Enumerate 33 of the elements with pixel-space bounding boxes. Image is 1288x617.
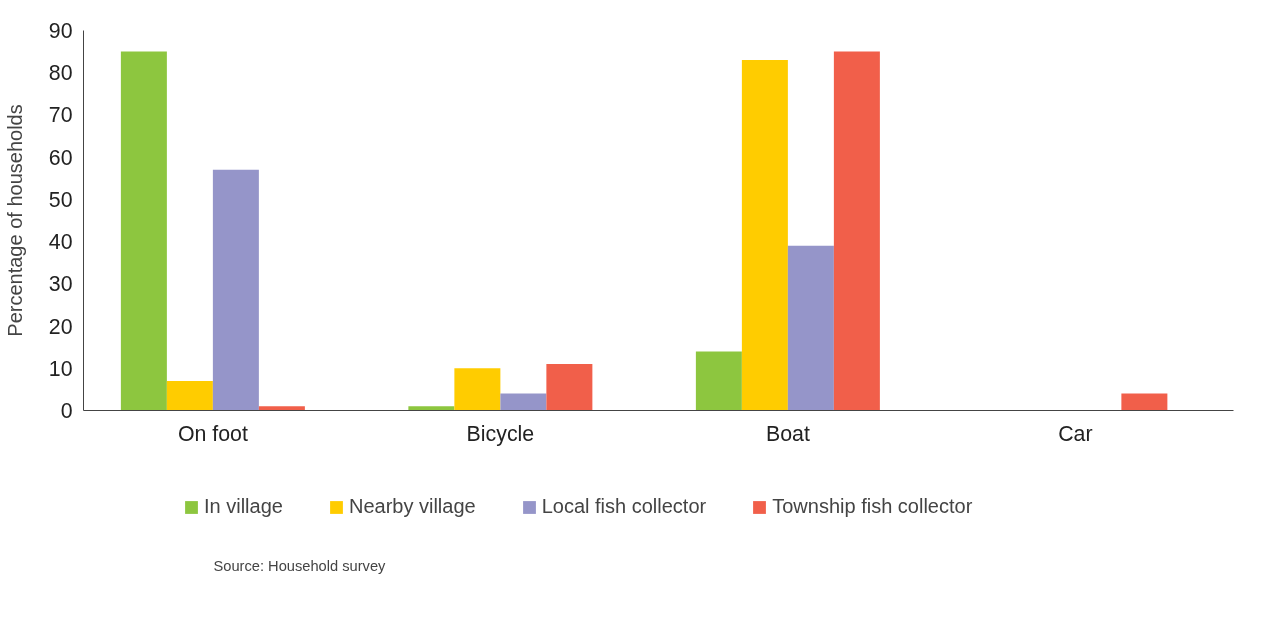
bar [258, 406, 305, 411]
x-tick-label: Car [1058, 421, 1093, 446]
bar [741, 60, 788, 411]
bar [454, 368, 501, 411]
legend-label: In village [204, 495, 283, 518]
y-tick-label: 20 [48, 314, 73, 339]
y-tick-label: 10 [48, 356, 73, 381]
bar [695, 351, 742, 411]
bar [546, 364, 593, 411]
bar [166, 380, 213, 411]
y-tick-label: 0 [60, 399, 73, 423]
bar [1121, 393, 1168, 411]
y-tick-label: 50 [48, 187, 73, 212]
y-tick-label: 60 [48, 145, 73, 170]
y-tick-label: 80 [48, 61, 73, 86]
y-tick-label: 30 [48, 272, 73, 297]
y-tick-label: 40 [48, 230, 73, 255]
legend-label: Local fish collector [541, 495, 707, 518]
bar [833, 51, 880, 411]
bar [120, 51, 167, 411]
y-tick-label: 70 [48, 103, 73, 128]
bar [787, 245, 834, 411]
y-axis-title: Percentage of households [3, 104, 26, 337]
x-tick-label: Bicycle [466, 421, 535, 446]
legend-label: Nearby village [348, 495, 476, 518]
source-note: Source: Household survey [213, 557, 387, 574]
bar [408, 406, 455, 411]
bar [500, 393, 547, 411]
bar [212, 169, 259, 411]
legend-label: Township fish collector [772, 495, 973, 518]
x-tick-label: Boat [765, 421, 810, 446]
y-tick-label: 90 [48, 19, 73, 43]
x-tick-label: On foot [177, 421, 248, 446]
